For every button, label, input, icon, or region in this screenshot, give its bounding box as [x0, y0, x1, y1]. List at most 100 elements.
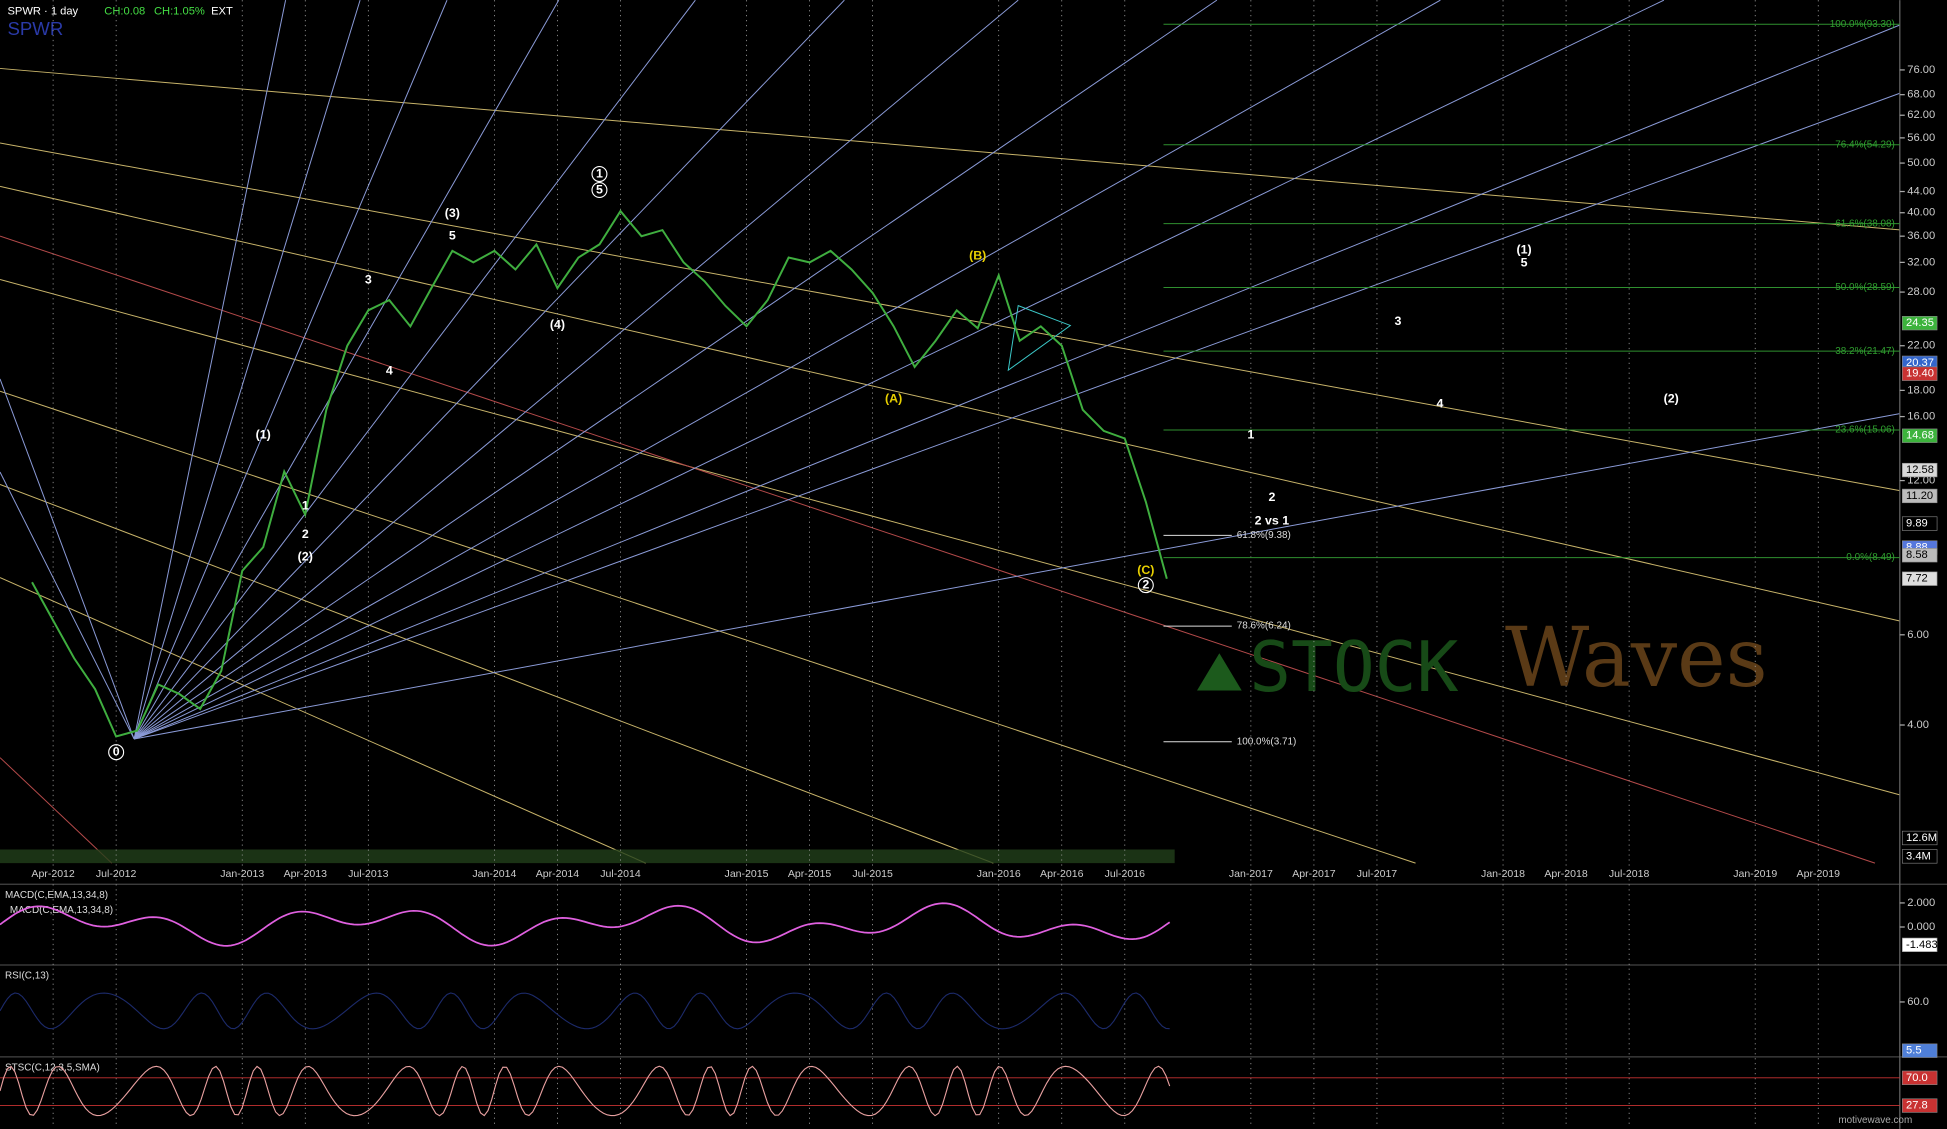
price-tag — [1901, 1043, 1938, 1058]
annotation-circle — [108, 744, 125, 761]
y-tick-label: 62.00 — [1907, 109, 1935, 121]
y-tick-label: 56.00 — [1907, 132, 1935, 144]
wave-label: 1 — [596, 166, 603, 180]
pane-title: RSI(C,13) — [5, 971, 49, 982]
indicator-trace — [0, 902, 1171, 947]
x-tick-label: Jan-2014 — [472, 868, 516, 880]
annotation-circle — [591, 182, 608, 199]
fib-label: 38.2%(21.47) — [1835, 346, 1895, 357]
retracement-label: 78.6%(6.24) — [1237, 621, 1291, 632]
trend-lines — [0, 0, 1901, 864]
price-tag-label: 12.58 — [1906, 464, 1934, 476]
watermark-text: Waves — [1505, 611, 1768, 706]
price-tag — [1901, 488, 1938, 504]
y-tick-label: 36.00 — [1907, 230, 1935, 242]
y-tick-label: 12.00 — [1907, 475, 1935, 487]
price-tag-label: 20.37 — [1906, 357, 1934, 369]
price-tag-label: 7.72 — [1906, 573, 1928, 585]
x-tick-label: Apr-2015 — [788, 868, 832, 880]
x-tick-label: Apr-2019 — [1797, 868, 1841, 880]
price-tag — [1901, 849, 1938, 864]
x-tick-label: Jan-2015 — [725, 868, 769, 880]
stat: CH:0.08 — [104, 5, 145, 17]
price-tag-label: 12.6M — [1906, 832, 1937, 844]
fib-label: 76.4%(54.29) — [1835, 139, 1895, 150]
x-tick-label: Jan-2018 — [1481, 868, 1525, 880]
wave-label: (B) — [969, 248, 986, 262]
price-tag — [1901, 316, 1938, 331]
price-tag-label: 27.8 — [1906, 1100, 1928, 1112]
price-tag-label: 11.20 — [1906, 490, 1933, 502]
y-tick-label: 0.000 — [1907, 921, 1935, 933]
price-tag-label: 14.68 — [1906, 430, 1934, 442]
wave-label: 1 — [302, 498, 309, 512]
watermark-logo — [1197, 653, 1242, 691]
x-tick-label: Jan-2017 — [1229, 868, 1273, 880]
wave-label: (1) — [1516, 242, 1531, 256]
wave-label: 4 — [1437, 397, 1444, 411]
pane-title: STSC(C,12,3,5,SMA) — [5, 1063, 100, 1074]
price-tag-label: 8.58 — [1906, 549, 1928, 561]
fib-label: 61.6%(38.08) — [1835, 218, 1895, 229]
pane-title: MACD(C,EMA,13,34,8) — [5, 890, 108, 901]
x-tick-label: Jul-2016 — [1105, 868, 1146, 880]
annotation-circle — [1137, 577, 1154, 594]
price-tag — [1901, 548, 1938, 563]
title: SPWR · 1 day — [7, 5, 78, 17]
x-tick-label: Apr-2014 — [536, 868, 580, 880]
y-tick-label: 32.00 — [1907, 256, 1935, 268]
x-tick-label: Jul-2012 — [96, 868, 137, 880]
fib-label: 23.6%(15.06) — [1835, 425, 1895, 436]
wave-label: 3 — [365, 273, 372, 287]
y-tick-label: 50.00 — [1907, 157, 1935, 169]
price-tag-label: 19.40 — [1906, 368, 1934, 380]
fib-label: 50.0%(28.59) — [1835, 282, 1895, 293]
price-tag — [1901, 366, 1938, 381]
x-tick-label: Jul-2015 — [852, 868, 893, 880]
price-tag — [1901, 428, 1938, 443]
wave-label: 2 vs 1 — [1255, 513, 1290, 527]
wave-label: 1 — [1247, 428, 1254, 442]
wave-label: 5 — [596, 182, 603, 196]
retracement-label: 100.0%(3.71) — [1237, 736, 1297, 747]
x-tick-label: Apr-2018 — [1544, 868, 1588, 880]
indicator-trace — [0, 992, 1170, 1030]
x-tick-label: Jul-2018 — [1609, 868, 1650, 880]
credit: motivewave.com — [1838, 1115, 1912, 1126]
fib-label: 100.0%(93.30) — [1830, 19, 1895, 30]
y-tick-label: 76.00 — [1907, 64, 1935, 76]
y-tick-label: 2.000 — [1907, 897, 1935, 909]
price-tag-label: 70.0 — [1906, 1072, 1928, 1084]
wave-label: (A) — [885, 391, 902, 405]
x-tick-label: Jul-2014 — [600, 868, 641, 880]
stat: CH:1.05% — [154, 5, 205, 17]
price-tag-label: 9.89 — [1906, 518, 1928, 530]
wave-label: 5 — [449, 228, 456, 242]
y-tick-label: 28.00 — [1907, 286, 1935, 298]
wave-label: 5 — [1521, 255, 1528, 269]
symbol: SPWR — [7, 18, 63, 39]
wave-label: 2 — [1268, 490, 1275, 504]
wave-label: 2 — [1142, 577, 1149, 591]
price-tag — [1901, 516, 1938, 531]
x-tick-label: Jul-2013 — [348, 868, 389, 880]
wave-label: 4 — [386, 364, 393, 378]
x-tick-label: Apr-2012 — [31, 868, 75, 880]
price-tag-label: 3.4M — [1906, 850, 1931, 862]
x-tick-label: Jan-2013 — [220, 868, 264, 880]
x-tick-label: Jul-2017 — [1357, 868, 1398, 880]
price-tag — [1901, 462, 1938, 478]
wave-label: (1) — [256, 428, 271, 442]
fib-label: 0.0%(8.49) — [1846, 552, 1895, 563]
y-tick-label: 18.00 — [1907, 384, 1935, 396]
wave-label: 2 — [302, 527, 309, 541]
price-line — [31, 209, 1168, 738]
x-tick-label: Jan-2016 — [977, 868, 1021, 880]
x-tick-label: Apr-2013 — [284, 868, 328, 880]
x-tick-label: Apr-2016 — [1040, 868, 1084, 880]
x-tick-label: Apr-2017 — [1292, 868, 1336, 880]
y-tick-label: 22.00 — [1907, 340, 1935, 352]
annotation-circle — [591, 166, 608, 183]
